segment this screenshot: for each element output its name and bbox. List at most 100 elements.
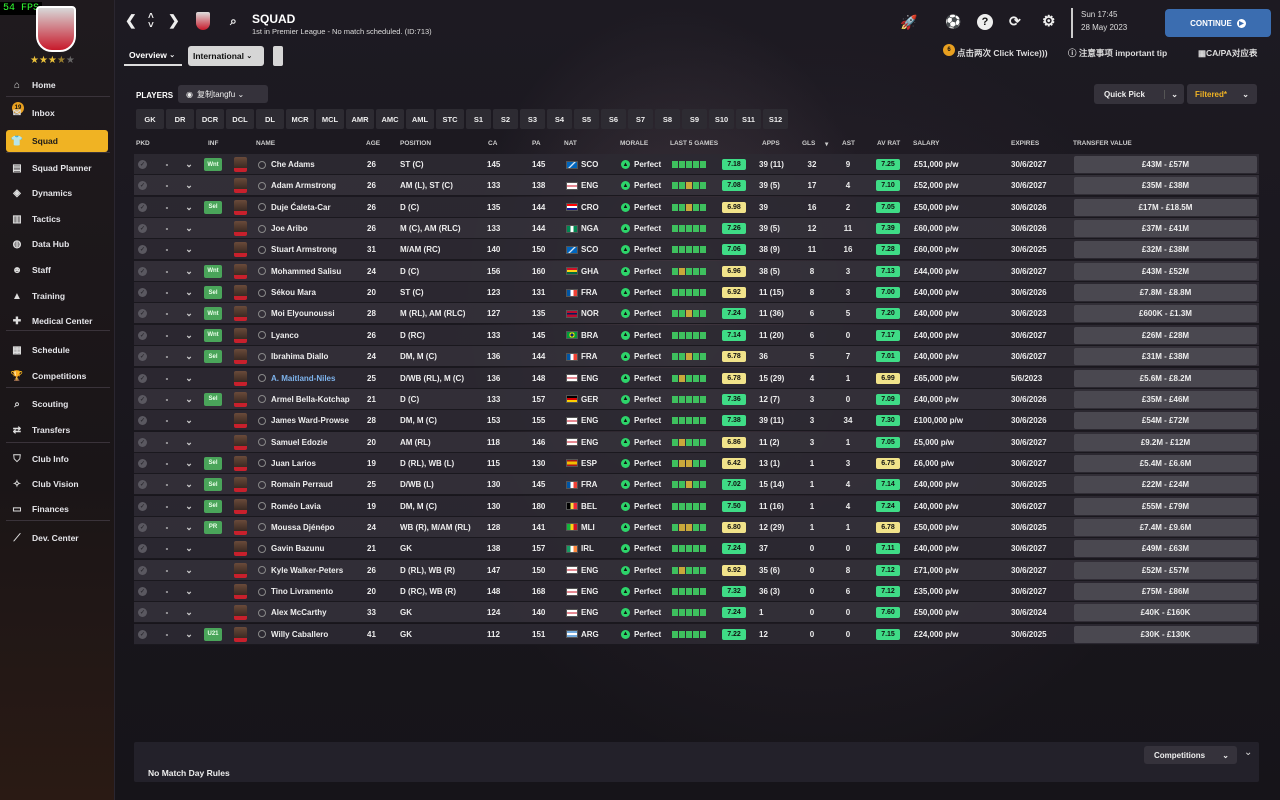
- table-row[interactable]: ✓ - ⌄ Alex McCarthy 33 GK 124 140 ENG ▲ Perfect 7.2…: [134, 602, 1259, 624]
- table-row[interactable]: ✓ - ⌄ Kyle Walker-Peters 26 D (RL), WB (R) 147…: [134, 559, 1259, 581]
- back-icon[interactable]: ❮: [125, 12, 137, 28]
- col-avrat[interactable]: AV RAT: [877, 140, 901, 147]
- player-photo[interactable]: [234, 474, 250, 495]
- player-name[interactable]: Moussa Djénépo: [258, 517, 366, 538]
- position-filter-s5[interactable]: S5: [574, 109, 599, 129]
- sidebar-item-data-hub[interactable]: ◍ Data Hub: [6, 233, 108, 255]
- position-filter-dl[interactable]: DL: [256, 109, 284, 129]
- table-row[interactable]: ✓ - ⌄ Stuart Armstrong 31 M/AM (RC) 140 150 SCO ▲…: [134, 239, 1259, 261]
- tab-more[interactable]: [273, 46, 283, 66]
- table-row[interactable]: ✓ - ⌄ Samuel Edozie 20 AM (RL) 118 146 ENG ▲ Perfe…: [134, 431, 1259, 453]
- player-name[interactable]: Roméo Lavia: [258, 496, 366, 517]
- row-menu-chevron[interactable]: ⌄: [184, 560, 194, 581]
- player-name[interactable]: James Ward-Prowse: [258, 410, 366, 431]
- row-menu-chevron[interactable]: ⌄: [184, 261, 194, 282]
- pick-toggle[interactable]: ✓: [138, 389, 150, 410]
- rocket-icon[interactable]: 🚀: [900, 14, 918, 30]
- row-menu-chevron[interactable]: ⌄: [184, 303, 194, 324]
- sidebar-item-medical-center[interactable]: ✚ Medical Center: [6, 310, 108, 332]
- player-photo[interactable]: [234, 624, 250, 645]
- sidebar-item-squad-planner[interactable]: ▤ Squad Planner: [6, 157, 108, 179]
- club-badge-small[interactable]: [196, 12, 210, 30]
- pick-toggle[interactable]: ✓: [138, 496, 150, 517]
- row-menu-chevron[interactable]: ⌄: [184, 517, 194, 538]
- row-menu-chevron[interactable]: ⌄: [184, 282, 194, 303]
- table-row[interactable]: ✓ - ⌄ Sel Romain Perraud 25 D/WB (L) 130 145 FRA ▲…: [134, 474, 1259, 496]
- col-morale[interactable]: MORALE: [620, 140, 649, 147]
- sidebar-item-squad[interactable]: 👕 Squad: [6, 130, 108, 152]
- pick-toggle[interactable]: ✓: [138, 581, 150, 602]
- table-row[interactable]: ✓ - ⌄ Sel Juan Larios 19 D (RL), WB (L) 115 130 E…: [134, 452, 1259, 474]
- col-ast[interactable]: AST: [842, 140, 855, 147]
- player-name[interactable]: Duje Ćaleta-Car: [258, 197, 366, 218]
- row-menu-chevron[interactable]: ⌄: [184, 368, 194, 389]
- sidebar-item-club-vision[interactable]: ✧ Club Vision: [6, 473, 108, 495]
- col-pa[interactable]: PA: [532, 140, 541, 147]
- player-photo[interactable]: [234, 368, 250, 389]
- sidebar-item-competitions[interactable]: 🏆 Competitions: [6, 365, 108, 387]
- pick-toggle[interactable]: ✓: [138, 325, 150, 346]
- player-photo[interactable]: [234, 197, 250, 218]
- pick-toggle[interactable]: ✓: [138, 517, 150, 538]
- player-name[interactable]: Kyle Walker-Peters: [258, 560, 366, 581]
- player-photo[interactable]: [234, 154, 250, 175]
- refresh-icon[interactable]: ⟳: [1009, 13, 1021, 29]
- player-name[interactable]: Willy Caballero: [258, 624, 366, 645]
- position-filter-s8[interactable]: S8: [655, 109, 680, 129]
- position-filter-s12[interactable]: S12: [763, 109, 788, 129]
- row-menu-chevron[interactable]: ⌄: [184, 239, 194, 260]
- player-photo[interactable]: [234, 602, 250, 623]
- player-photo[interactable]: [234, 175, 250, 196]
- player-name[interactable]: Alex McCarthy: [258, 602, 366, 623]
- player-name[interactable]: Lyanco: [258, 325, 366, 346]
- sidebar-item-transfers[interactable]: ⇄ Transfers: [6, 419, 108, 441]
- filter-button[interactable]: Filtered* ⌄: [1187, 84, 1257, 104]
- row-menu-chevron[interactable]: ⌄: [184, 325, 194, 346]
- player-name[interactable]: Mohammed Salisu: [258, 261, 366, 282]
- table-row[interactable]: ✓ - ⌄ Sel Duje Ćaleta-Car 26 D (C) 135 144 CRO ▲ Pe…: [134, 196, 1259, 218]
- settings-icon[interactable]: ⚙: [1042, 13, 1056, 30]
- col-pkd[interactable]: PKD: [136, 140, 150, 147]
- table-row[interactable]: ✓ - ⌄ Sel Armel Bella-Kotchap 21 D (C) 133 157 GE…: [134, 388, 1259, 410]
- pick-toggle[interactable]: ✓: [138, 282, 150, 303]
- row-menu-chevron[interactable]: ⌄: [184, 346, 194, 367]
- row-menu-chevron[interactable]: ⌄: [184, 197, 194, 218]
- row-menu-chevron[interactable]: ⌄: [184, 154, 194, 175]
- sidebar-item-training[interactable]: ▲ Training: [6, 285, 108, 307]
- table-row[interactable]: ✓ - ⌄ Wnt Mohammed Salisu 24 D (C) 156 160 GHA ▲ Pe…: [134, 260, 1259, 282]
- player-photo[interactable]: [234, 453, 250, 474]
- row-menu-chevron[interactable]: ⌄: [184, 474, 194, 495]
- position-filter-amc[interactable]: AMC: [376, 109, 404, 129]
- position-filter-s6[interactable]: S6: [601, 109, 626, 129]
- pick-toggle[interactable]: ✓: [138, 303, 150, 324]
- sidebar-item-finances[interactable]: ▭ Finances: [6, 498, 108, 520]
- player-photo[interactable]: [234, 410, 250, 431]
- table-row[interactable]: ✓ - ⌄ A. Maitland-Niles 25 D/WB (RL), M (C) 13…: [134, 367, 1259, 389]
- position-filter-stc[interactable]: STC: [436, 109, 464, 129]
- player-name[interactable]: Che Adams: [258, 154, 366, 175]
- position-filter-s10[interactable]: S10: [709, 109, 734, 129]
- row-menu-chevron[interactable]: ⌄: [184, 175, 194, 196]
- search-icon[interactable]: ⌕: [230, 14, 237, 28]
- col-salary[interactable]: SALARY: [913, 140, 940, 147]
- player-photo[interactable]: [234, 517, 250, 538]
- sidebar-item-staff[interactable]: ☻ Staff: [6, 259, 108, 281]
- table-row[interactable]: ✓ - ⌄ Sel Sékou Mara 20 ST (C) 123 131 FRA ▲ Perfec…: [134, 282, 1259, 304]
- position-filter-dcr[interactable]: DCR: [196, 109, 224, 129]
- player-name[interactable]: Tino Livramento: [258, 581, 366, 602]
- player-name[interactable]: Adam Armstrong: [258, 175, 366, 196]
- player-name[interactable]: Romain Perraud: [258, 474, 366, 495]
- sidebar-item-inbox[interactable]: ✉ Inbox: [6, 102, 108, 124]
- pick-toggle[interactable]: ✓: [138, 175, 150, 196]
- player-photo[interactable]: [234, 432, 250, 453]
- row-menu-chevron[interactable]: ⌄: [184, 496, 194, 517]
- pick-toggle[interactable]: ✓: [138, 602, 150, 623]
- player-name[interactable]: Gavin Bazunu: [258, 538, 366, 559]
- player-name[interactable]: Sékou Mara: [258, 282, 366, 303]
- col-gls[interactable]: GLS: [802, 140, 816, 147]
- sidebar-item-tactics[interactable]: ▥ Tactics: [6, 208, 108, 230]
- football-icon[interactable]: ⚽: [945, 14, 962, 29]
- row-menu-chevron[interactable]: ⌄: [184, 389, 194, 410]
- row-menu-chevron[interactable]: ⌄: [184, 538, 194, 559]
- pick-toggle[interactable]: ✓: [138, 197, 150, 218]
